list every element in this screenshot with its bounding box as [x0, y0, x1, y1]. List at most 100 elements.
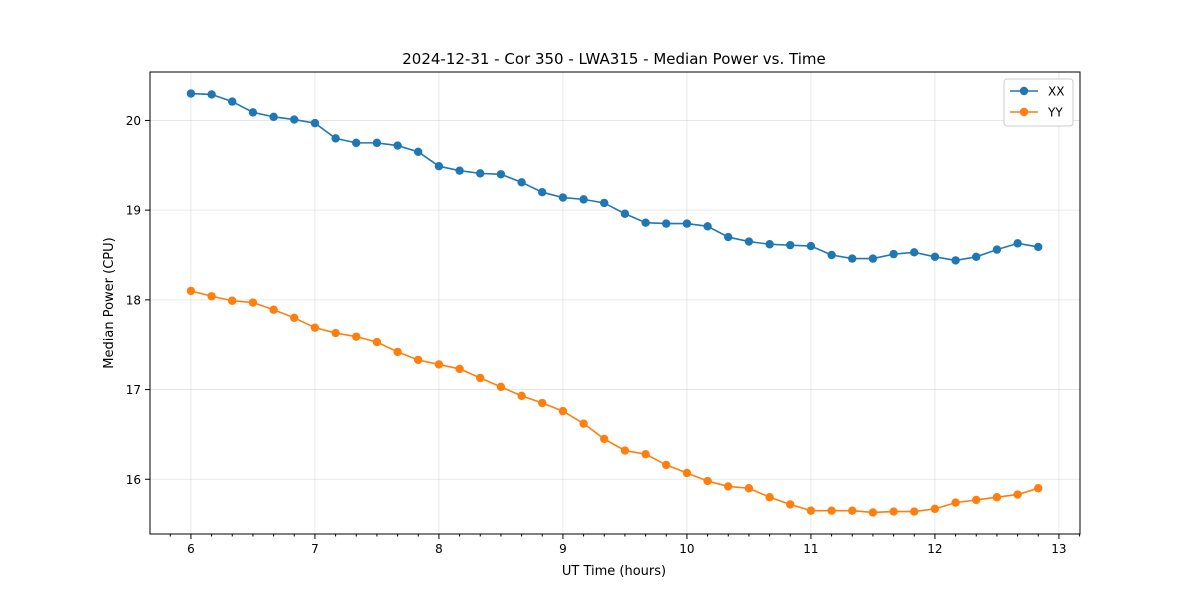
legend-label: YY [1047, 106, 1063, 120]
data-point-yy [476, 373, 485, 383]
plot-frame [149, 71, 1081, 535]
legend-marker [1019, 86, 1029, 96]
data-point-yy [641, 449, 650, 459]
grid [150, 72, 1080, 534]
chart-title: 2024-12-31 - Cor 350 - LWA315 - Median P… [402, 50, 826, 68]
data-point-xx [269, 112, 278, 122]
data-point-xx [972, 252, 981, 261]
data-point-yy [662, 460, 671, 470]
data-point-yy [455, 364, 464, 374]
x-axis-label: UT Time (hours) [562, 564, 666, 579]
x-tick-label: 11 [803, 542, 818, 556]
data-point-yy [930, 504, 940, 514]
data-point-yy [579, 419, 588, 428]
data-point-yy [889, 507, 898, 516]
data-point-yy [682, 468, 692, 478]
data-point-yy [744, 484, 754, 493]
y-tick-label: 16 [126, 473, 141, 487]
data-point-yy [228, 296, 237, 305]
data-point-yy [372, 337, 382, 347]
data-point-yy [848, 506, 857, 515]
data-point-yy [310, 323, 320, 332]
x-tick-label: 10 [679, 542, 694, 556]
data-point-yy [269, 305, 278, 314]
data-point-yy [1013, 490, 1022, 499]
data-point-xx [662, 219, 671, 228]
legend: XX YY [1003, 78, 1074, 127]
data-point-yy [620, 446, 630, 455]
data-point-xx [992, 245, 1002, 254]
data-point-yy [972, 495, 981, 505]
data-point-xx [310, 118, 320, 128]
data-point-xx [910, 248, 919, 257]
y-tick-label: 20 [126, 114, 141, 128]
data-point-xx [228, 97, 237, 106]
x-tick-label: 12 [927, 542, 942, 556]
data-point-xx [703, 222, 712, 231]
data-point-xx [434, 161, 444, 171]
data-point-xx [517, 178, 526, 187]
legend-marker [1019, 107, 1029, 117]
legend-item-xx: XX [1010, 85, 1064, 99]
data-point-xx [579, 195, 588, 204]
data-point-xx [682, 219, 692, 228]
data-point-xx [889, 249, 898, 259]
data-point-xx [1034, 242, 1043, 252]
data-point-yy [434, 360, 444, 369]
data-point-xx [951, 256, 960, 265]
data-point-xx [827, 250, 836, 260]
data-point-yy [496, 382, 506, 392]
data-point-xx [558, 193, 568, 202]
data-point-xx [848, 254, 857, 263]
x-tick-label: 8 [435, 542, 443, 556]
data-point-xx [868, 254, 878, 263]
data-point-xx [476, 169, 485, 178]
data-point-xx [806, 241, 816, 251]
data-point-yy [331, 328, 340, 338]
y-tick-label: 19 [126, 204, 141, 218]
series-layer [186, 89, 1043, 517]
y-tick-label: 18 [126, 293, 141, 307]
data-point-xx [765, 240, 774, 249]
data-point-xx [786, 240, 795, 250]
series-yy [186, 286, 1043, 517]
data-point-yy [703, 476, 712, 486]
data-point-xx [930, 252, 940, 261]
data-point-xx [352, 138, 361, 148]
data-point-xx [455, 166, 464, 175]
data-point-xx [538, 188, 547, 197]
data-point-yy [248, 298, 258, 307]
legend-item-yy: YY [1010, 106, 1063, 120]
x-tick-label: 9 [559, 542, 567, 556]
data-point-xx [496, 170, 506, 179]
data-point-yy [951, 498, 960, 507]
y-tick-label: 17 [126, 383, 141, 397]
data-point-yy [724, 482, 733, 491]
x-tick-label: 13 [1051, 542, 1066, 556]
data-point-xx [744, 237, 754, 246]
data-point-xx [620, 209, 630, 218]
data-point-xx [186, 89, 196, 98]
data-point-yy [992, 493, 1002, 502]
data-point-xx [1013, 239, 1022, 248]
data-point-yy [868, 508, 878, 517]
data-point-xx [414, 147, 423, 157]
data-point-xx [248, 108, 258, 117]
x-tick-label: 6 [187, 542, 195, 556]
data-point-yy [786, 500, 795, 509]
data-point-yy [910, 507, 919, 516]
data-point-xx [393, 141, 402, 150]
legend-label: XX [1048, 85, 1064, 99]
data-point-xx [207, 90, 216, 99]
data-point-yy [600, 434, 609, 444]
data-point-yy [352, 332, 361, 341]
x-tick-label: 7 [311, 542, 319, 556]
data-point-xx [372, 138, 382, 148]
data-point-yy [517, 391, 526, 401]
series-xx [186, 89, 1043, 265]
data-point-yy [393, 347, 402, 357]
data-point-yy [290, 313, 299, 323]
data-point-yy [1034, 484, 1043, 493]
y-axis-label: Median Power (CPU) [102, 237, 117, 368]
